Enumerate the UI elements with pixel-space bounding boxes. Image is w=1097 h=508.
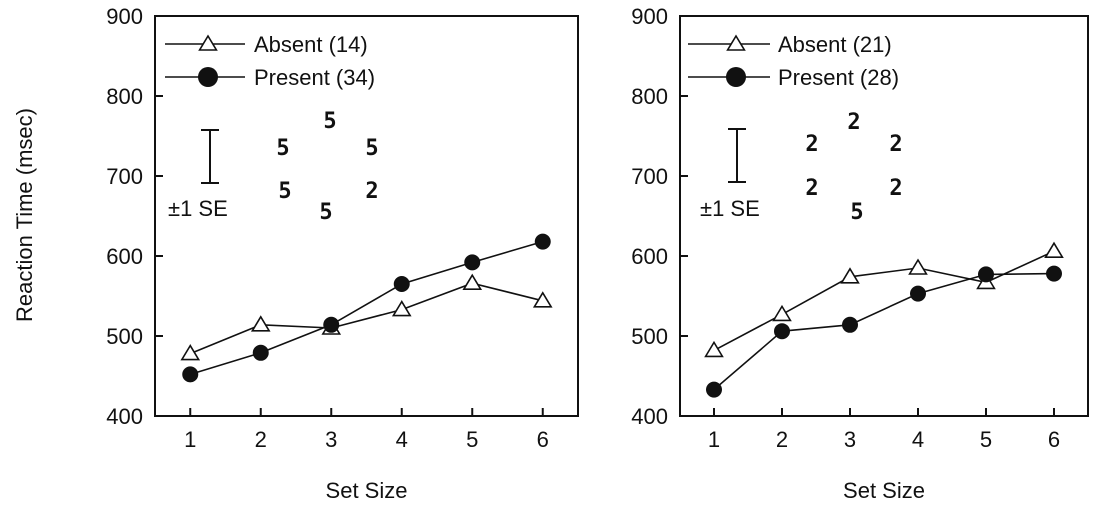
present-point [842,316,858,333]
present-point [1046,265,1062,282]
absent-point [840,267,860,284]
x-tick-label: 1 [184,427,196,452]
x-tick-label: 5 [980,427,992,452]
present-point [464,254,481,271]
x-tick-label: 4 [396,427,408,452]
y-tick-label: 800 [631,84,668,109]
x-tick-label: 2 [255,427,267,452]
present-point [534,233,551,250]
legend-label: Present (34) [254,65,375,90]
absent-point [704,340,724,358]
stimulus-glyph: 2 [365,179,378,204]
y-tick-label: 500 [631,324,668,349]
y-tick-label: 700 [106,164,143,189]
y-tick-label: 900 [106,4,143,29]
stimulus-glyph: 5 [850,200,863,225]
stimulus-glyph: 5 [365,136,378,161]
y-tick-label: 500 [106,324,143,349]
stimulus-glyph: 5 [323,109,336,134]
stimulus-glyph: 5 [276,136,289,161]
y-tick-label: 600 [106,244,143,269]
series-line-absent [713,250,1055,352]
stimulus-glyph: 2 [847,110,860,135]
plot-frame [679,15,1089,417]
series-line-present [713,272,1055,391]
legend-label: Absent (21) [778,32,892,57]
se-label: ±1 SE [700,196,760,221]
series-line-absent [189,282,543,355]
present-point [978,266,994,283]
legend-circle-icon [198,67,218,87]
stimulus-glyph: 5 [319,200,332,225]
present-point [323,316,340,333]
legend-label: Absent (14) [254,32,368,57]
stimulus-glyph: 2 [805,176,818,201]
y-tick-label: 600 [631,244,668,269]
x-tick-label: 3 [325,427,337,452]
x-tick-label: 5 [466,427,478,452]
legend-triangle-icon [726,34,746,51]
stimulus-glyph: 2 [805,132,818,157]
present-point [182,366,199,383]
absent-point [772,304,792,322]
x-tick-label: 6 [1048,427,1060,452]
stimulus-glyph: 2 [889,176,902,201]
legend-circle-icon [726,67,746,87]
present-point [774,323,790,340]
present-point [252,344,269,361]
stimulus-glyph: 5 [278,179,291,204]
x-axis-label: Set Size [326,478,408,503]
y-tick-label: 400 [106,404,143,429]
absent-point [180,344,201,361]
right-panel: 400 500 600 700 800 900 1 2 3 4 5 6 Set Size Absent (… [631,4,1089,503]
absent-point [532,291,553,308]
present-point [910,285,926,302]
x-tick-label: 4 [912,427,924,452]
plot-frame [154,15,579,417]
x-tick-label: 6 [537,427,549,452]
present-point [706,381,722,398]
legend-label: Present (28) [778,65,899,90]
series-line-present [190,240,543,376]
absent-point [908,258,928,275]
x-axis-label: Set Size [843,478,925,503]
y-tick-label: 900 [631,4,668,29]
legend-triangle-icon [198,34,218,51]
absent-point [462,273,483,291]
absent-point [391,300,412,317]
x-tick-label: 1 [708,427,720,452]
y-tick-label: 800 [106,84,143,109]
y-tick-label: 400 [631,404,668,429]
stimulus-glyph: 2 [889,132,902,157]
x-tick-label: 3 [844,427,856,452]
absent-point [250,315,271,332]
y-tick-label: 700 [631,164,668,189]
present-point [393,276,410,292]
x-tick-label: 2 [776,427,788,452]
absent-point [1044,241,1064,259]
se-label: ±1 SE [168,196,228,221]
y-axis-label: Reaction Time (msec) [12,108,37,322]
left-panel: 400 500 600 700 800 900 1 2 3 4 5 6 Set Size Absent (… [106,4,579,503]
